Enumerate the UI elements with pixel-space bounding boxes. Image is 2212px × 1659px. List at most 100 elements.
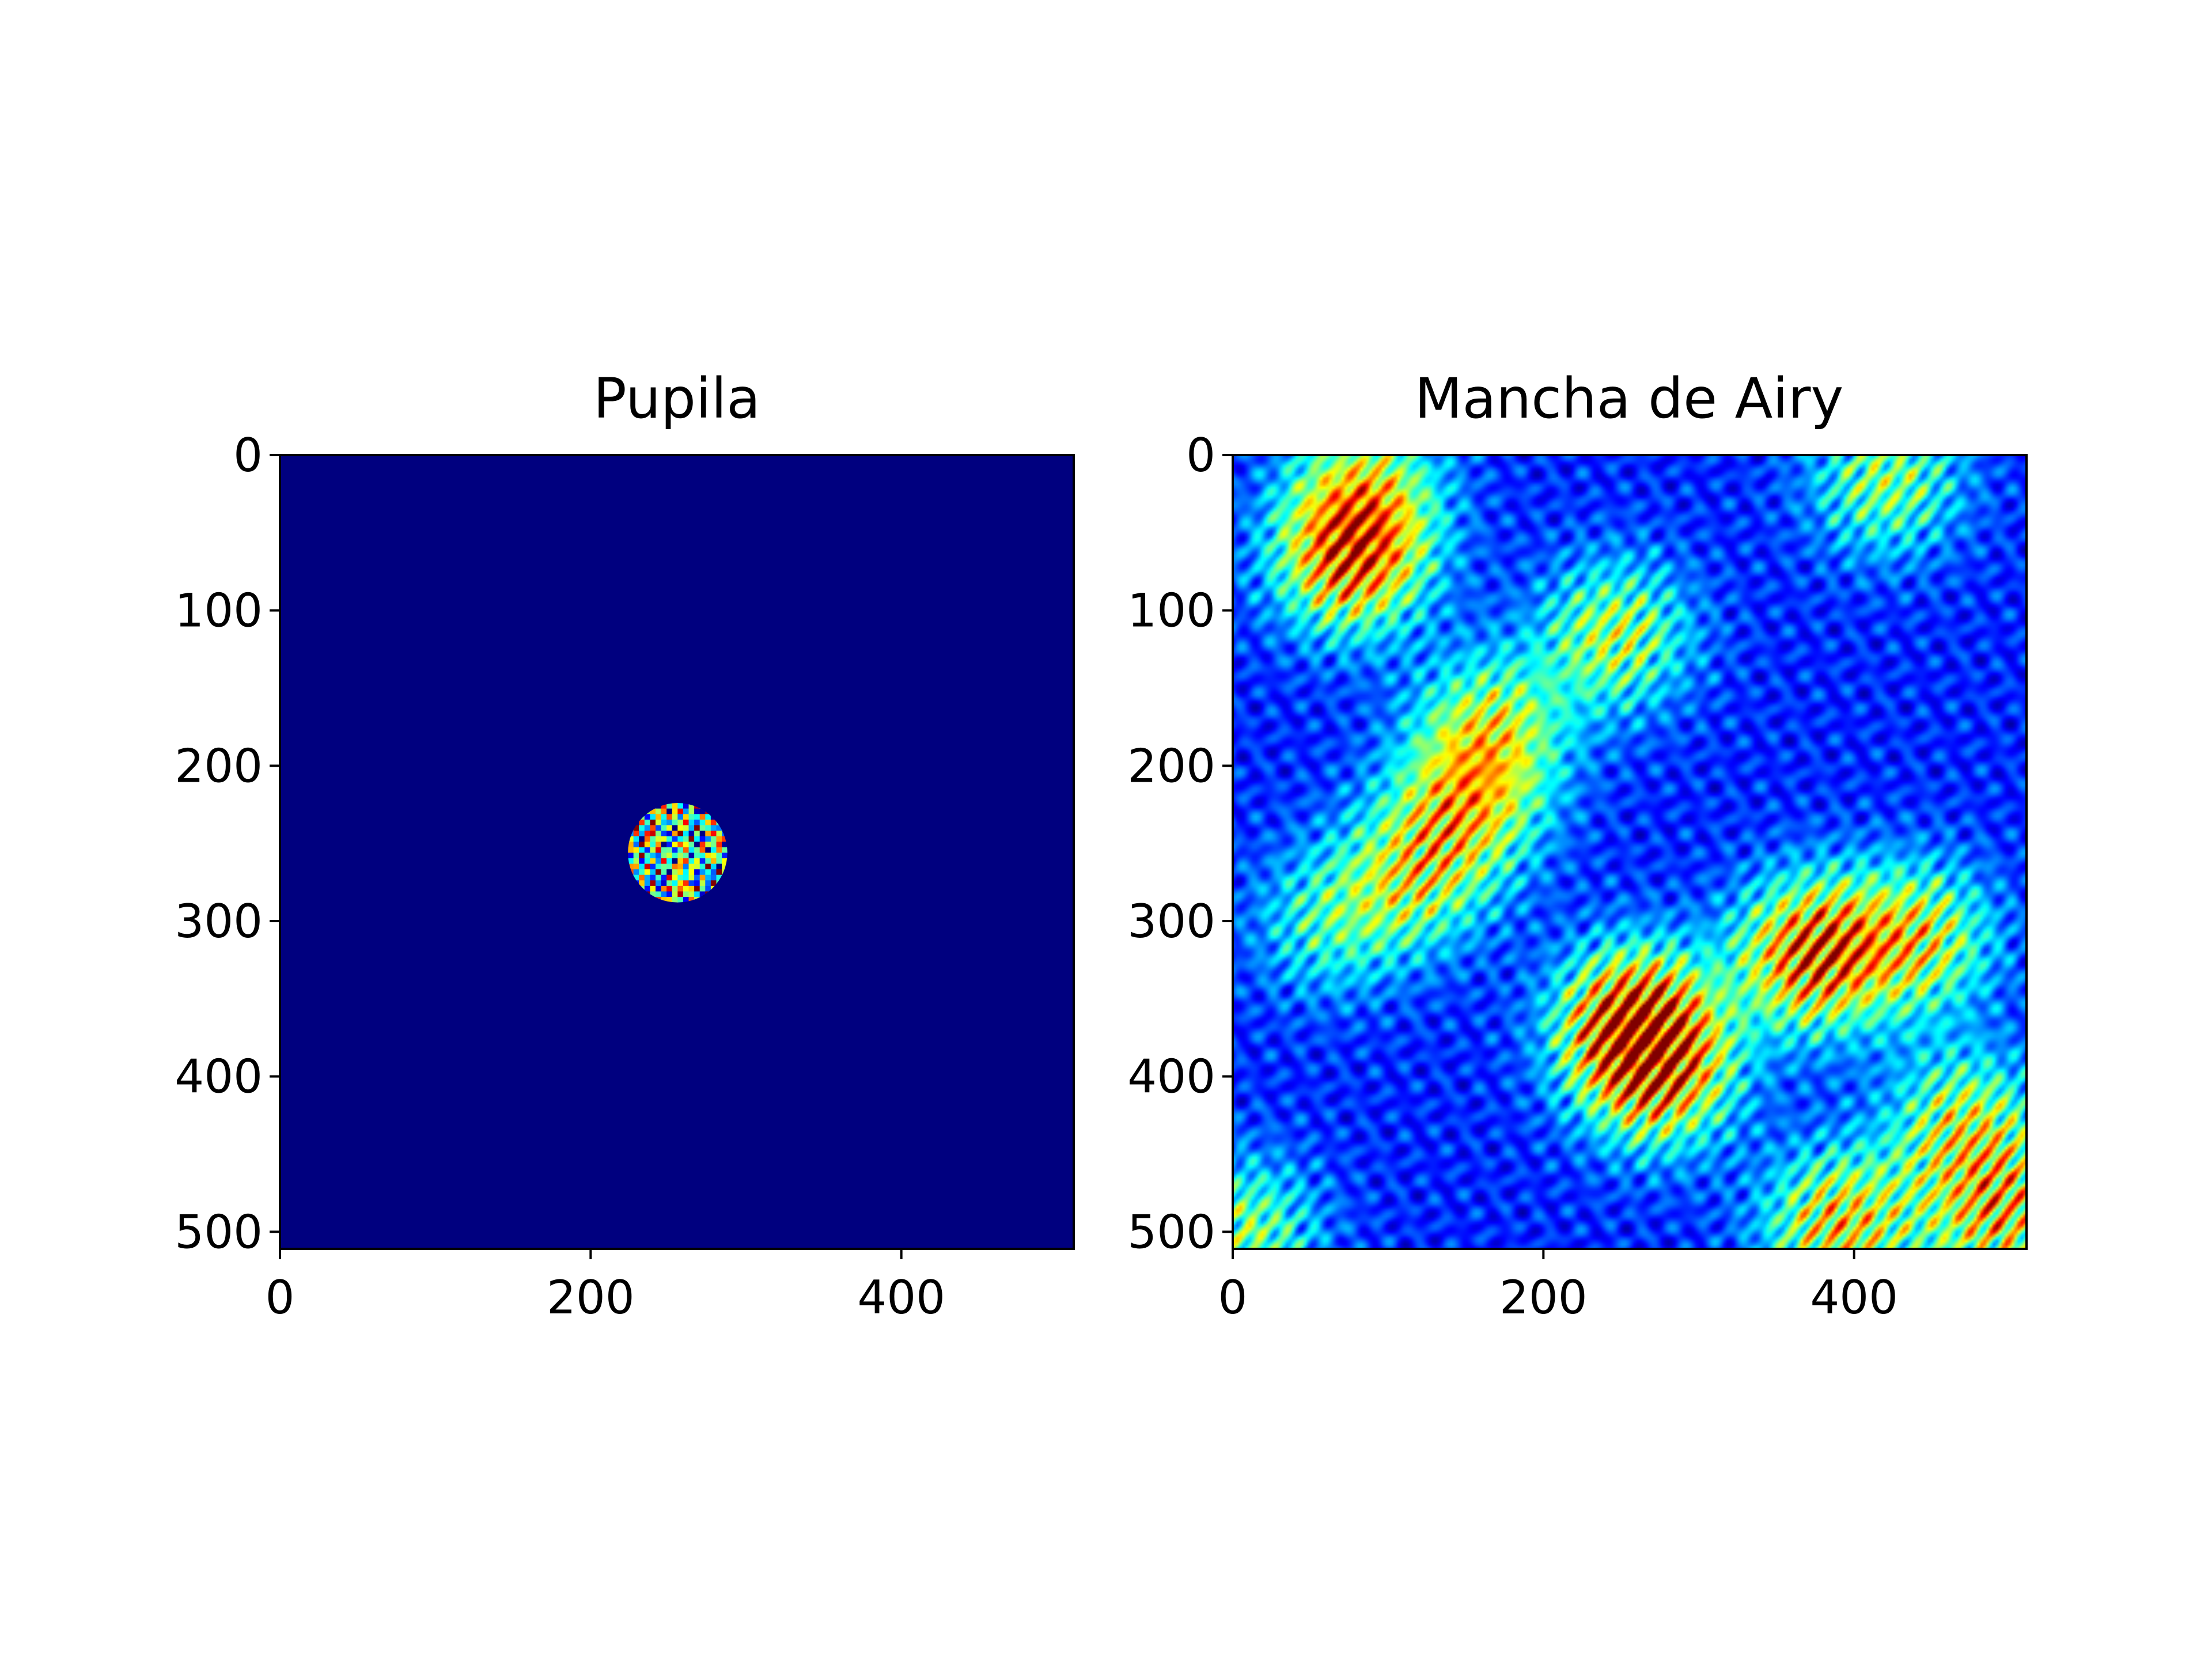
pupil-phase-cell: [677, 814, 684, 820]
pupil-phase-cell: [705, 869, 711, 876]
pupil-phase-cell: [666, 803, 673, 809]
pupil-phase-cell: [716, 863, 722, 870]
pupil-phase-cell: [661, 808, 667, 815]
pupil-phase-cell: [639, 863, 645, 870]
pupil-phase-cell: [666, 863, 673, 870]
pupil-phase-cell: [639, 874, 645, 881]
pupil-phase-cell: [672, 880, 678, 887]
pupil-phase-cell: [655, 880, 662, 887]
x-tick-label: 200: [1499, 1271, 1588, 1324]
pupil-phase-cell: [666, 825, 673, 831]
y-tick-label: 100: [175, 584, 263, 638]
y-tick-label: 200: [175, 739, 263, 793]
pupil-phase-cell: [694, 863, 700, 870]
pupil-phase-cell: [655, 869, 662, 876]
airy-axes-frame: [1232, 454, 2028, 1250]
pupil-phase-cell: [666, 869, 673, 876]
pupil-phase-cell: [655, 825, 662, 831]
pupil-phase-cell: [655, 830, 662, 837]
pupil-phase-cell: [677, 842, 684, 848]
pupil-phase-cell: [694, 808, 700, 815]
pupil-phase-cell: [672, 891, 678, 897]
pupil-phase-cell: [705, 836, 711, 842]
x-tick-label: 0: [266, 1271, 295, 1324]
pupil-phase-cell: [683, 863, 690, 870]
pupil-phase-cell: [633, 863, 639, 870]
pupil-phase-cell: [666, 897, 673, 903]
pupil-phase-cell: [694, 885, 700, 892]
airy-image: [1233, 455, 2027, 1249]
pupil-phase-cell: [677, 825, 684, 831]
pupil-phase-cell: [683, 825, 690, 831]
pupil-phase-cell: [688, 880, 695, 887]
pupil-phase-cell: [677, 830, 684, 837]
pupil-phase-cell: [666, 847, 673, 853]
pupil-phase-cell: [672, 830, 678, 837]
pupil-phase-cell: [683, 885, 690, 892]
pupil-phase-cell: [688, 853, 695, 859]
pupil-phase-cell: [677, 803, 684, 809]
pupil-phase-cell: [666, 819, 673, 825]
pupil-phase-cell: [699, 874, 706, 881]
pupil-phase-cell: [688, 863, 695, 870]
pupil-phase-cell: [644, 885, 650, 892]
pupil-phase-cell: [710, 842, 717, 848]
pupil-phase-cell: [672, 874, 678, 881]
pupil-phase-cell: [694, 880, 700, 887]
pupil-phase-cell: [688, 808, 695, 815]
y-tick-label: 500: [1127, 1205, 1215, 1259]
pupil-phase-cell: [661, 874, 667, 881]
pupil-phase-cell: [699, 808, 706, 815]
pupil-phase-cell: [677, 836, 684, 842]
pupil-phase-cell: [661, 814, 667, 820]
pupil-phase-cell: [661, 825, 667, 831]
y-tick-label: 400: [175, 1050, 263, 1104]
pupil-phase-cell: [661, 880, 667, 887]
pupil-phase-cell: [672, 836, 678, 842]
pupil-phase-cell: [705, 880, 711, 887]
pupil-phase-cell: [672, 808, 678, 815]
pupil-phase-cell: [628, 836, 634, 842]
pupil-phase-cell: [705, 885, 711, 892]
pupil-phase-cell: [699, 836, 706, 842]
pupil-phase-cell: [710, 858, 717, 865]
pupil-phase-cell: [672, 819, 678, 825]
pupil-phase-cell: [716, 874, 722, 881]
pupil-phase-cell: [694, 830, 700, 837]
pupil-phase-cell: [716, 842, 722, 848]
pupil-phase-cell: [699, 847, 706, 853]
pupil-phase-cell: [683, 891, 690, 897]
pupil-phase-cell: [716, 836, 722, 842]
pupil-phase-cell: [661, 897, 667, 903]
pupil-phase-cell: [655, 891, 662, 897]
pupil-phase-cell: [650, 891, 656, 897]
pupil-phase-cell: [705, 814, 711, 820]
pupila-x-axis: 0 200 400: [266, 1249, 945, 1324]
pupil-phase-cell: [644, 853, 650, 859]
pupil-phase-cell: [688, 819, 695, 825]
pupil-phase-cell: [683, 819, 690, 825]
panel-pupila-title: Pupila: [593, 366, 760, 431]
pupil-phase-cell: [628, 847, 634, 853]
pupil-phase-cell: [677, 858, 684, 865]
pupil-phase-cell: [650, 847, 656, 853]
pupil-phase-cell: [672, 885, 678, 892]
pupil-phase-cell: [710, 869, 717, 876]
x-tick-label: 400: [857, 1271, 945, 1324]
pupil-phase-cell: [672, 842, 678, 848]
pupil-phase-cell: [666, 874, 673, 881]
pupil-phase-cell: [688, 803, 695, 809]
pupil-phase-cell: [694, 842, 700, 848]
pupil-phase-cell: [639, 858, 645, 865]
y-tick-label: 400: [1127, 1050, 1215, 1104]
pupil-phase-cell: [650, 880, 656, 887]
pupil-phase-cell: [688, 847, 695, 853]
pupil-phase-cell: [633, 874, 639, 881]
pupil-phase-cell: [694, 891, 700, 897]
pupil-phase-cell: [666, 808, 673, 815]
pupil-phase-cell: [650, 842, 656, 848]
panel-mancha-de-airy: Mancha de Airy 0 200 400 0 100 200 300 400 500: [1127, 366, 2028, 1324]
pupil-phase-cell: [661, 842, 667, 848]
pupil-phase-cell: [705, 853, 711, 859]
pupil-phase-cell: [683, 869, 690, 876]
